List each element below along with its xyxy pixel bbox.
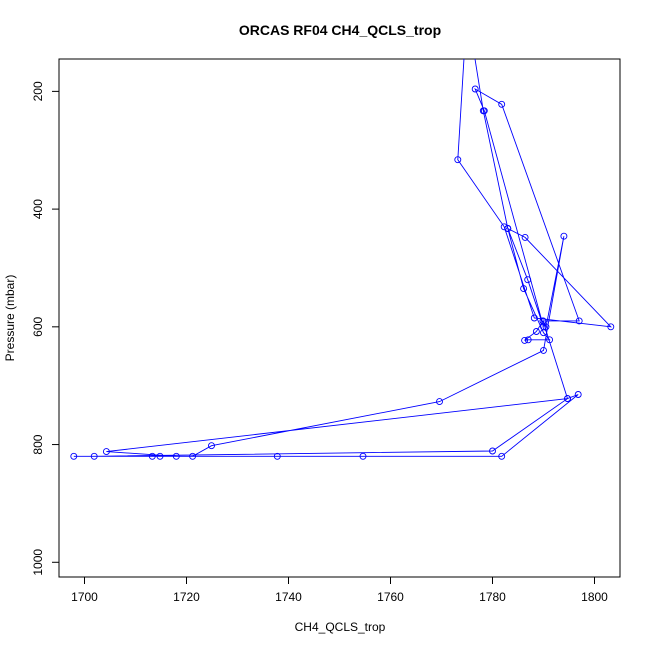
data-point — [464, 6, 470, 12]
data-point — [454, 156, 462, 164]
data-point — [521, 233, 529, 241]
y-tick-label: 600 — [31, 316, 45, 336]
y-tick-label: 800 — [31, 434, 45, 454]
x-tick-label: 1740 — [275, 590, 302, 604]
series-layer — [70, 6, 615, 460]
data-point — [90, 452, 98, 460]
data-point — [564, 395, 571, 403]
data-point — [489, 447, 496, 455]
data-point — [172, 452, 180, 460]
y-tick-label: 400 — [31, 199, 45, 219]
data-point — [498, 100, 506, 108]
y-tick-label: 1000 — [31, 549, 45, 576]
data-point — [464, 6, 470, 12]
data-point — [530, 314, 538, 322]
data-point — [189, 452, 197, 460]
data-point — [520, 285, 528, 293]
data-point — [208, 442, 215, 450]
data-point — [500, 223, 508, 231]
data-point — [540, 323, 547, 331]
data-point — [479, 107, 487, 115]
data-point — [471, 85, 479, 93]
data-point — [504, 225, 512, 232]
series-line — [73, 59, 612, 457]
y-tick-label: 200 — [31, 81, 45, 101]
data-point — [524, 336, 532, 344]
data-point — [532, 328, 540, 335]
chart-title: ORCAS RF04 CH4_QCLS_trop — [239, 22, 441, 38]
x-tick-label: 1700 — [71, 590, 98, 604]
x-tick-label: 1720 — [173, 590, 200, 604]
data-point — [546, 336, 554, 344]
x-tick-label: 1780 — [479, 590, 506, 604]
data-point — [575, 317, 583, 325]
data-point — [436, 398, 443, 406]
plot-frame — [58, 58, 621, 578]
x-tick-label: 1760 — [377, 590, 404, 604]
data-point — [607, 323, 615, 331]
data-point — [560, 232, 568, 240]
data-point — [273, 452, 281, 460]
data-point — [70, 452, 78, 460]
data-point — [574, 391, 582, 398]
data-point — [524, 276, 532, 284]
y-axis: 200 400 600 800 1000 — [31, 81, 59, 576]
x-axis: 1700 1720 1740 1760 1780 1800 — [71, 577, 608, 604]
y-axis-label: Pressure (mbar) — [3, 275, 17, 362]
data-point — [102, 448, 110, 456]
data-point — [542, 323, 550, 331]
data-point — [156, 452, 164, 460]
x-tick-label: 1800 — [581, 590, 608, 604]
x-axis-label: CH4_QCLS_trop — [295, 620, 386, 634]
data-point — [540, 346, 547, 354]
data-point — [148, 452, 156, 460]
data-point — [521, 336, 529, 344]
data-point — [359, 452, 367, 460]
data-point — [498, 452, 506, 460]
